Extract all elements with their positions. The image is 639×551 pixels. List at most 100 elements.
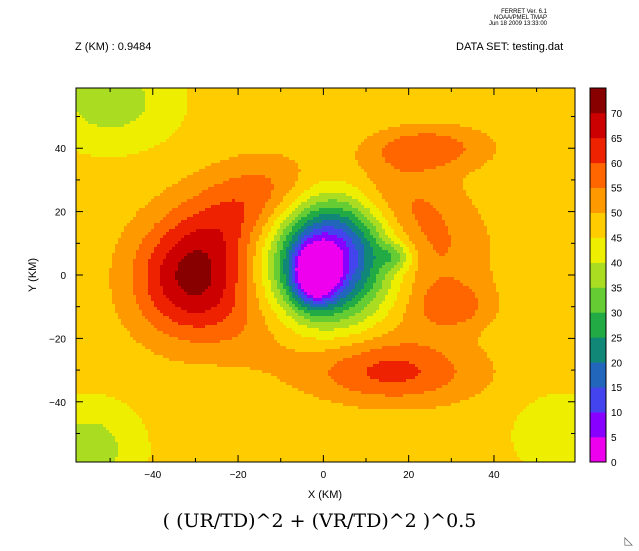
contour-cell	[181, 307, 212, 311]
contour-cell	[295, 181, 320, 185]
contour-cell	[298, 244, 302, 248]
contour-cell	[448, 226, 488, 230]
contour-cell	[403, 250, 410, 254]
contour-cell	[127, 328, 158, 332]
contour-cell	[436, 349, 485, 353]
contour-cell	[76, 214, 137, 218]
contour-cell	[376, 256, 392, 260]
contour-cell	[376, 274, 386, 278]
contour-cell	[361, 220, 371, 224]
contour-cell	[346, 301, 359, 305]
contour-cell	[436, 133, 488, 137]
y-axis-label: Y (KM)	[27, 258, 39, 292]
contour-cell	[211, 283, 227, 287]
contour-cell	[133, 217, 164, 221]
contour-cell	[223, 295, 236, 299]
contour-cell	[76, 178, 182, 182]
contour-cell	[331, 295, 338, 299]
contour-cell	[376, 295, 386, 299]
contour-cell	[226, 274, 239, 278]
contour-cell	[466, 148, 497, 152]
contour-cell	[172, 133, 374, 137]
contour-cell	[274, 310, 287, 314]
contour-cell	[463, 145, 497, 149]
contour-cell	[352, 184, 377, 188]
contour-cell	[343, 229, 353, 233]
contour-cell	[145, 235, 164, 239]
contour-cell	[142, 241, 161, 245]
contour-cell	[115, 310, 143, 314]
contour-cell	[151, 253, 167, 257]
contour-cell	[379, 289, 389, 293]
contour-cell	[187, 112, 575, 116]
contour-cell	[493, 280, 575, 284]
contour-cell	[175, 244, 227, 248]
contour-cell	[265, 223, 275, 227]
contour-cell	[424, 298, 479, 302]
contour-cell	[535, 400, 575, 404]
contour-cell	[418, 133, 437, 137]
contour-cell	[364, 295, 377, 299]
contour-cell	[403, 226, 422, 230]
contour-cell	[118, 445, 152, 449]
contour-cell	[364, 268, 371, 272]
contour-cell	[76, 226, 125, 230]
contour-cell	[295, 256, 299, 260]
contour-cell	[346, 223, 356, 227]
contour-cell	[361, 202, 374, 206]
contour-cell	[220, 160, 296, 164]
contour-cell	[370, 268, 380, 272]
contour-cell	[454, 376, 494, 380]
contour-cell	[334, 379, 380, 383]
contour-cell	[373, 247, 383, 251]
contour-cell	[364, 235, 374, 239]
contour-cell	[364, 169, 401, 173]
contour-cell	[412, 202, 431, 206]
contour-cell	[223, 292, 236, 296]
contour-cell	[220, 229, 242, 233]
contour-cell	[409, 235, 428, 239]
contour-cell	[313, 229, 344, 233]
contour-cell	[298, 229, 305, 233]
contour-cell	[298, 205, 311, 209]
contour-cell	[238, 154, 284, 158]
contour-cell	[349, 280, 359, 284]
contour-cell	[265, 244, 272, 248]
contour-cell	[259, 214, 272, 218]
contour-cell	[427, 316, 473, 320]
contour-cell	[361, 289, 371, 293]
contour-cell	[259, 217, 269, 221]
colorbar-swatch	[590, 437, 606, 463]
contour-cell	[376, 187, 464, 191]
contour-cell	[280, 280, 287, 284]
contour-cell	[478, 307, 500, 311]
contour-cell	[286, 301, 293, 305]
contour-cell	[289, 262, 293, 266]
contour-cell	[361, 166, 395, 170]
contour-cell	[166, 256, 185, 260]
contour-cell	[364, 319, 383, 323]
contour-cell	[136, 340, 191, 344]
contour-cell	[493, 319, 575, 323]
contour-cell	[349, 334, 383, 338]
contour-cell	[130, 334, 170, 338]
contour-cell	[274, 271, 281, 275]
contour-cell	[382, 301, 395, 305]
contour-cell	[211, 271, 227, 275]
contour-cell	[436, 166, 482, 170]
contour-cell	[76, 349, 152, 353]
contour-cell	[286, 283, 290, 287]
contour-cell	[460, 400, 536, 404]
contour-cell	[427, 235, 452, 239]
contour-cell	[400, 253, 407, 257]
contour-cell	[301, 250, 344, 254]
contour-cell	[424, 310, 476, 314]
contour-cell	[484, 388, 575, 392]
contour-cell	[358, 160, 386, 164]
contour-cell	[367, 373, 419, 377]
contour-cell	[499, 310, 575, 314]
contour-cell	[454, 373, 494, 377]
contour-cell	[445, 220, 485, 224]
contour-cell	[76, 379, 281, 383]
contour-cell	[145, 316, 170, 320]
